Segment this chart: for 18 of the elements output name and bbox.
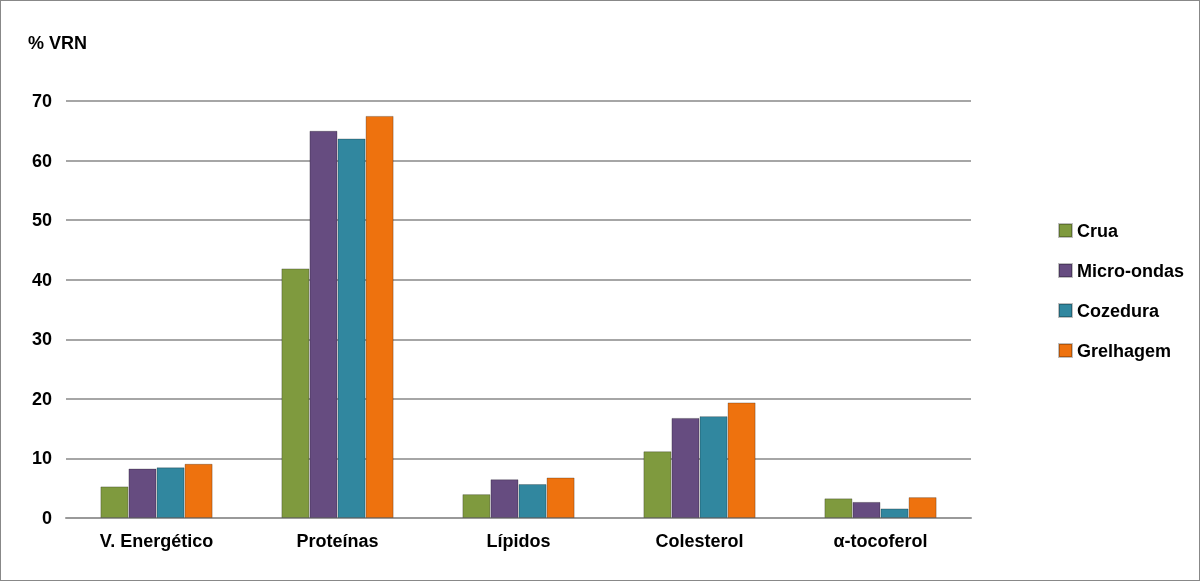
x-tick-label: V. Energético — [99, 531, 214, 551]
x-tick-label: α-tocoferol — [833, 531, 928, 551]
y-tick-label: 10 — [31, 448, 52, 469]
y-tick-label: 0 — [41, 508, 52, 528]
y-axis-title: % VRN — [28, 33, 88, 53]
y-tick-label: 30 — [31, 329, 52, 350]
legend-label: Micro-ondas — [1076, 260, 1185, 281]
y-tick-label: 40 — [31, 269, 52, 290]
y-tick-label: 60 — [31, 150, 52, 171]
legend-label: Cozedura — [1076, 300, 1160, 321]
legend-label: Grelhagem — [1076, 340, 1172, 361]
y-tick-label: 50 — [31, 210, 52, 231]
y-tick-label: 20 — [31, 388, 52, 409]
legend-label: Crua — [1076, 220, 1119, 241]
y-tick-label: 70 — [31, 91, 52, 111]
x-tick-label: Lípidos — [486, 531, 551, 551]
x-tick-label: Proteínas — [296, 531, 379, 551]
x-tick-label: Colesterol — [655, 531, 744, 551]
